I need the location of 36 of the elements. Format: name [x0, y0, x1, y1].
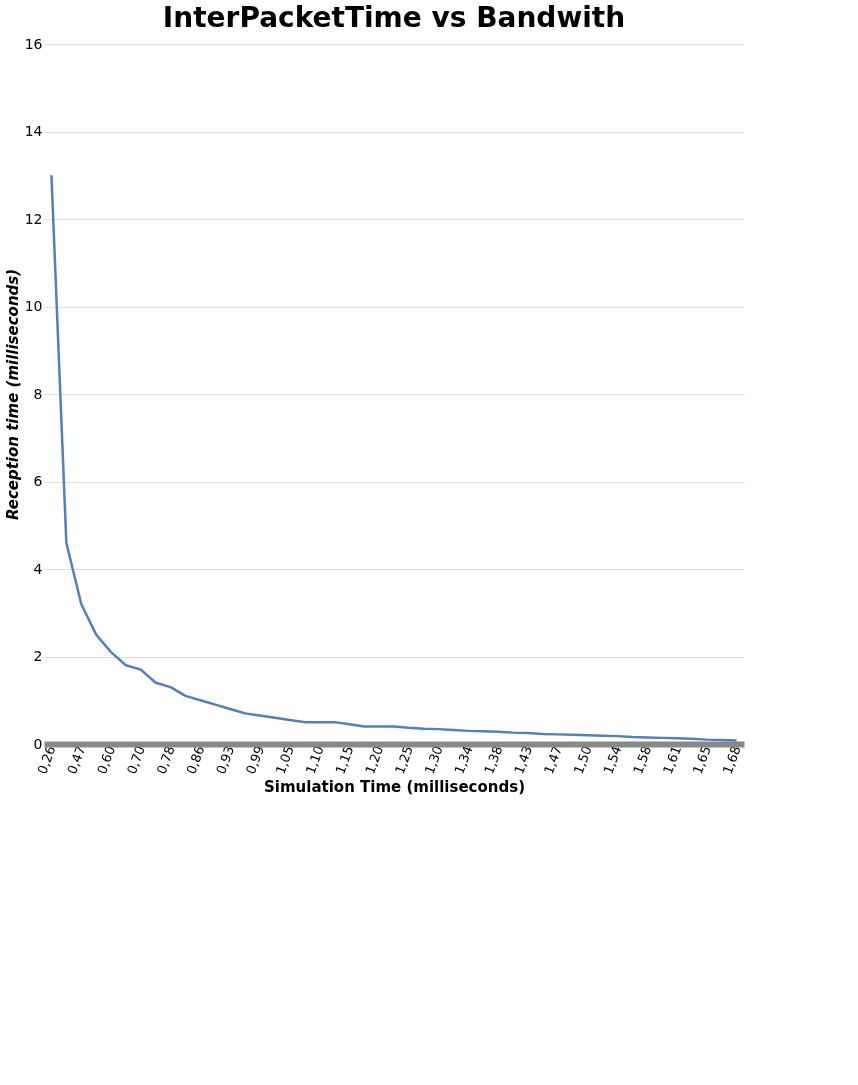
- x-tick-label: 1,30: [421, 743, 446, 777]
- x-tick-label: 1,10: [302, 743, 327, 777]
- chart-title: InterPacketTime vs Bandwith: [162, 1, 626, 34]
- y-axis-title: Reception time (milliseconds): [3, 268, 22, 521]
- x-tick-label: 1,68: [719, 743, 744, 777]
- y-tick-label: 4: [33, 560, 43, 577]
- y-tick-label: 10: [24, 298, 43, 314]
- x-tick-label: 1,61: [660, 743, 685, 777]
- x-tick-label: 1,47: [540, 743, 565, 777]
- x-tick-label: 0,93: [213, 743, 238, 777]
- x-tick-label: 1,38: [481, 743, 506, 777]
- y-tick-label: 0: [33, 735, 43, 752]
- x-tick-label: 1,15: [332, 743, 357, 777]
- y-tick-label: 12: [24, 210, 43, 227]
- y-tick-label: 14: [24, 123, 43, 139]
- y-tick-label: 2: [33, 648, 43, 664]
- x-tick-label: 1,20: [362, 743, 387, 777]
- x-tick-label: 1,50: [570, 743, 595, 777]
- y-tick-label: 6: [33, 473, 43, 489]
- y-tick-label: 8: [33, 385, 43, 402]
- x-tick-label: 0,86: [183, 743, 208, 777]
- x-tick-label: 1,34: [451, 743, 476, 777]
- x-tick-label: 0,78: [153, 743, 178, 777]
- x-axis-title: Simulation Time (milliseconds): [264, 778, 525, 797]
- x-tick-label: 1,54: [600, 743, 625, 777]
- y-tick-label: 16: [24, 35, 43, 52]
- x-tick-label: 0,70: [123, 743, 148, 777]
- x-tick-label: 1,05: [272, 743, 297, 777]
- x-tick-label: 1,58: [630, 743, 655, 777]
- x-tick-label: 1,65: [689, 743, 714, 777]
- x-tick-label: 0,60: [94, 743, 119, 777]
- x-tick-label: 0,99: [243, 743, 268, 777]
- x-tick-label: 1,25: [391, 743, 416, 777]
- line-series: [50, 174, 738, 742]
- x-tick-label: 1,43: [511, 743, 536, 777]
- x-tick-label: 0,47: [64, 743, 89, 777]
